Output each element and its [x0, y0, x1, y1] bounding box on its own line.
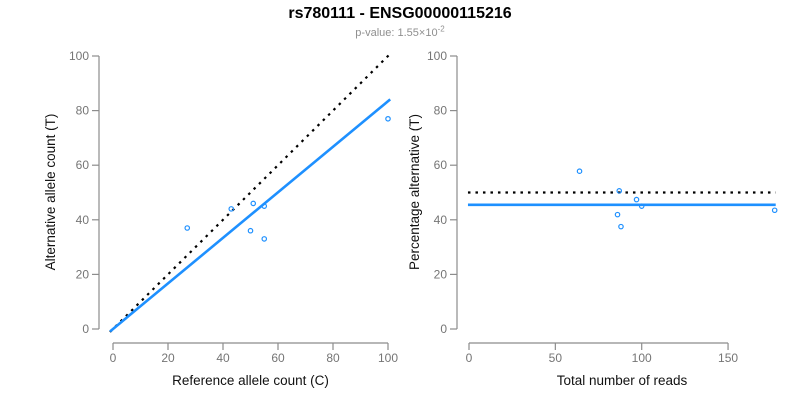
x-tick-label: 150 [718, 351, 738, 365]
data-point [228, 206, 235, 212]
y-tick-label: 100 [427, 49, 447, 63]
y-tick-label: 20 [76, 267, 90, 281]
data-point [614, 211, 621, 218]
right-plot: 0 20 40 60 80 100 0 50 100 150 Total number of rea… [407, 49, 778, 388]
y-tick-label: 60 [76, 158, 90, 172]
data-point [261, 236, 268, 242]
x-tick-label: 80 [326, 351, 340, 365]
left-plot: 0 20 40 60 80 100 0 20 40 60 80 100 Reference allele… [43, 49, 398, 388]
x-tick-label: 50 [549, 351, 563, 365]
data-point [771, 207, 778, 214]
x-tick-label: 40 [216, 351, 230, 365]
y-axis-title: Alternative allele count (T) [43, 114, 58, 271]
data-point [250, 200, 257, 207]
x-tick-label: 0 [110, 351, 117, 365]
x-tick-label: 20 [161, 351, 175, 365]
y-tick-label: 0 [440, 322, 447, 336]
data-point [576, 168, 583, 175]
x-tick-label: 60 [271, 351, 285, 365]
y-tick-label: 60 [434, 158, 448, 172]
x-axis-title: Total number of reads [557, 373, 688, 388]
data-point [633, 196, 640, 203]
x-axis-title: Reference allele count (C) [172, 373, 329, 388]
data-point [638, 203, 645, 209]
x-tick-label: 100 [378, 351, 398, 365]
data-point [616, 188, 623, 194]
y-tick-label: 80 [434, 104, 448, 118]
x-tick-label: 100 [632, 351, 652, 365]
y-axis-title: Percentage alternative (T) [407, 114, 422, 270]
identity-line [109, 53, 391, 333]
y-tick-label: 40 [76, 213, 90, 227]
y-tick-label: 20 [434, 267, 448, 281]
data-point [261, 203, 268, 209]
data-point [385, 115, 391, 122]
data-point [618, 223, 624, 230]
data-point [184, 225, 191, 231]
fit-line [109, 98, 392, 333]
y-tick-label: 0 [82, 322, 89, 336]
data-point [247, 227, 254, 234]
y-tick-label: 80 [76, 104, 90, 118]
y-tick-label: 100 [69, 49, 89, 63]
x-tick-label: 0 [466, 351, 473, 365]
y-tick-label: 40 [434, 213, 448, 227]
